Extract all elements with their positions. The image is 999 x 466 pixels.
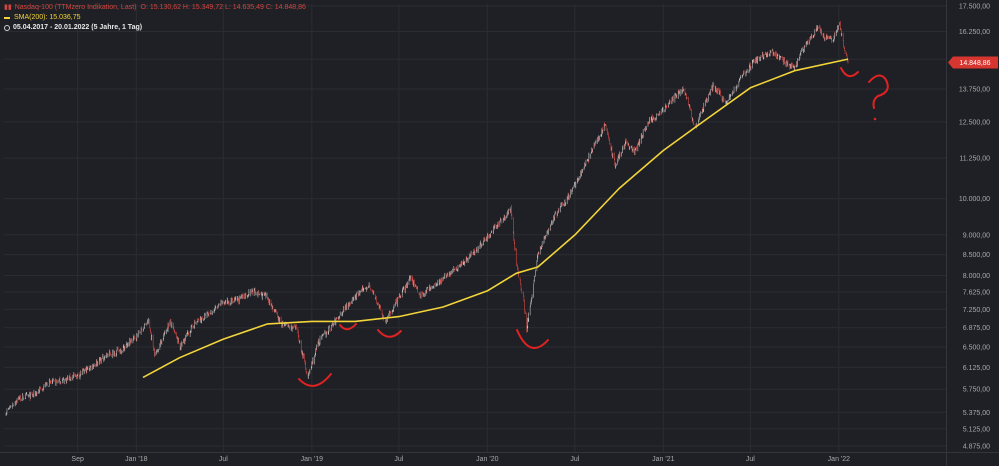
- y-tick-label: 13.750,00: [959, 87, 990, 94]
- y-tick-label: 16.250,00: [959, 29, 990, 36]
- sma-line-swatch: [4, 17, 10, 19]
- sma-layer: [142, 58, 849, 379]
- y-tick-label: 8.500,00: [963, 252, 990, 259]
- instrument-title: Nasdaq-100 (TTMzero Indikation, Last): [14, 4, 137, 11]
- ohlc-values: O: 15.130,62 H: 15.349,72 L: 14.635,49 C…: [140, 4, 306, 11]
- x-tick-label: Jan '20: [476, 456, 498, 463]
- x-tick-label: Jan '22: [828, 456, 850, 463]
- y-tick-label: 5.750,00: [963, 387, 990, 394]
- y-tick-label: 5.125,00: [963, 426, 990, 433]
- date-range: 05.04.2017 - 20.01.2022 (5 Jahre, 1 Tag): [13, 24, 143, 31]
- handwritten-annotations: [298, 67, 889, 387]
- x-tick-label: Sep: [71, 456, 84, 463]
- x-tick-label: Jan '19: [301, 456, 323, 463]
- x-tick-label: Jul: [570, 456, 579, 463]
- annotation-curve-aug2019: [377, 329, 402, 338]
- legend-sma-row[interactable]: SMA(200): 15.036,75: [4, 13, 306, 23]
- x-tick-label: Jan '21: [652, 456, 674, 463]
- y-tick-label: 6.875,00: [963, 325, 990, 332]
- y-tick-label: 5.375,00: [963, 410, 990, 417]
- sma-line: [142, 58, 849, 379]
- y-tick-label: 6.500,00: [963, 344, 990, 351]
- y-tick-label: 11.250,00: [959, 156, 990, 163]
- legend-main-row[interactable]: ▮▮ Nasdaq-100 (TTMzero Indikation, Last)…: [4, 3, 306, 13]
- annotation-curve-may2019: [339, 323, 357, 331]
- price-tag-value: 14.848,86: [959, 60, 990, 67]
- question-mark-stroke: [868, 74, 889, 109]
- x-axis[interactable]: Sep Jan '18 Jul Jan '19 Jul Jan '20 Jul Jan '21…: [0, 452, 999, 464]
- y-tick-label: 12.500,00: [959, 119, 990, 126]
- annotation-curve-mar2020: [516, 329, 549, 349]
- annotation-curve-jan2022: [840, 67, 859, 78]
- legend-range-row[interactable]: 05.04.2017 - 20.01.2022 (5 Jahre, 1 Tag): [4, 23, 306, 33]
- y-tick-label: 4.875,00: [963, 444, 990, 451]
- clock-icon: [4, 25, 10, 31]
- y-tick-label: 17.500,00: [959, 4, 990, 11]
- x-tick-label: Jul: [746, 456, 755, 463]
- x-tick-label: Jan '18: [125, 456, 147, 463]
- y-tick-label: 7.250,00: [963, 307, 990, 314]
- price-tag-box: [948, 56, 998, 69]
- question-mark-dot: [873, 117, 877, 121]
- chart-icon: ▮▮: [4, 4, 12, 11]
- sma-label: SMA(200): 15.036,75: [14, 14, 81, 21]
- last-price-tag: 14.848,86: [948, 56, 998, 69]
- x-tick-label: Jul: [219, 456, 228, 463]
- y-tick-label: 10.000,00: [959, 196, 990, 203]
- y-tick-label: 8.000,00: [963, 273, 990, 280]
- y-tick-label: 6.125,00: [963, 365, 990, 372]
- annotation-curve-dec2018: [298, 373, 332, 387]
- y-tick-label: 9.000,00: [963, 232, 990, 239]
- y-tick-label: 7.625,00: [963, 290, 990, 297]
- y-axis[interactable]: 17.500,0016.250,0015.000,0013.750,0012.5…: [946, 0, 991, 466]
- x-tick-label: Jul: [394, 456, 403, 463]
- grid-layer: [4, 4, 946, 452]
- candle-layer: [5, 21, 849, 416]
- chart-legend: ▮▮ Nasdaq-100 (TTMzero Indikation, Last)…: [4, 3, 306, 33]
